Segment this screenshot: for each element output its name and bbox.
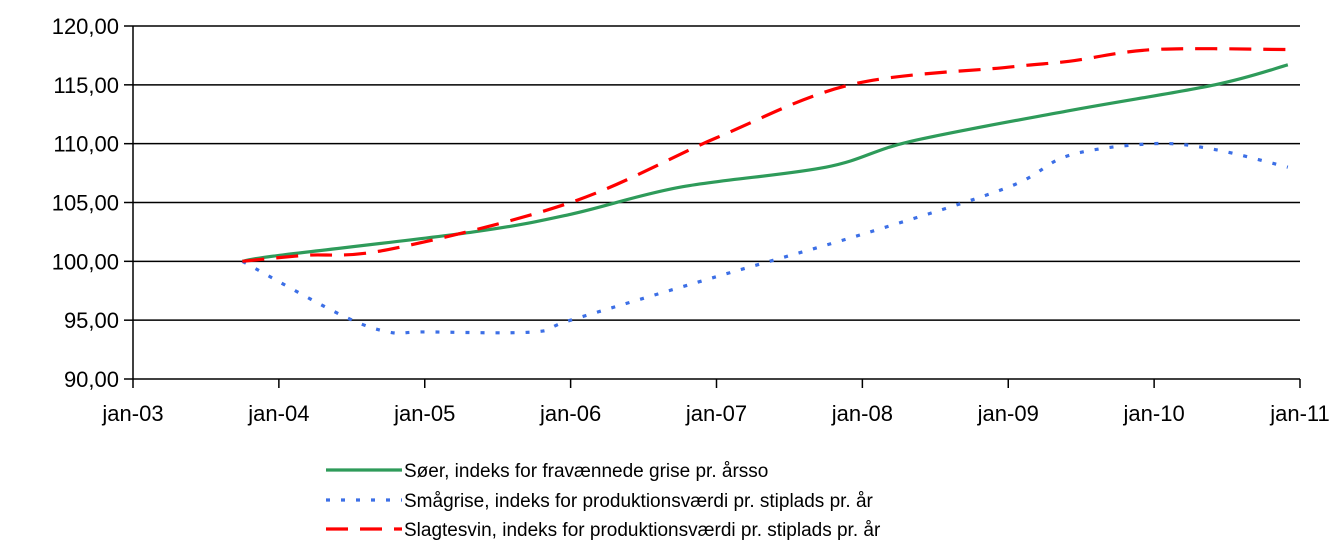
y-tick-label: 115,00 bbox=[53, 73, 119, 98]
y-tick-label: 100,00 bbox=[52, 249, 119, 274]
series-line-2 bbox=[241, 141, 1289, 335]
y-tick-label: 105,00 bbox=[52, 191, 119, 216]
series-line-3 bbox=[242, 47, 1288, 263]
x-tick-label: jan-09 bbox=[977, 401, 1039, 426]
x-tick-label: jan-10 bbox=[1123, 401, 1185, 426]
legend-label-2: Smågrise, indeks for produktionsværdi pr… bbox=[404, 491, 874, 512]
x-tick-label: jan-11 bbox=[1269, 401, 1330, 426]
y-tick-label: 110,00 bbox=[53, 132, 119, 157]
x-tick-label: jan-04 bbox=[247, 401, 309, 426]
tick-labels: 90,00 95,00 100,00 105,00 110,00 115,00 120,00… bbox=[52, 14, 1330, 426]
axes bbox=[124, 25, 1301, 388]
x-tick-label: jan-06 bbox=[539, 401, 601, 426]
x-tick-label: jan-07 bbox=[685, 401, 747, 426]
series-lines bbox=[241, 47, 1289, 335]
x-tick-label: jan-05 bbox=[393, 401, 455, 426]
x-tick-label: jan-08 bbox=[831, 401, 893, 426]
legend-label-1: Søer, indeks for fravænnede grise pr. år… bbox=[404, 461, 768, 482]
legend-label-3: Slagtesvin, indeks for produktionsværdi … bbox=[404, 520, 881, 541]
legend: Søer, indeks for fravænnede grise pr. år… bbox=[326, 461, 881, 541]
y-tick-label: 120,00 bbox=[52, 14, 119, 39]
x-tick-label: jan-03 bbox=[101, 401, 163, 426]
y-tick-label: 95,00 bbox=[64, 308, 119, 333]
series-line-1 bbox=[242, 63, 1289, 263]
y-tick-label: 90,00 bbox=[64, 367, 119, 392]
gridlines bbox=[133, 25, 1300, 321]
